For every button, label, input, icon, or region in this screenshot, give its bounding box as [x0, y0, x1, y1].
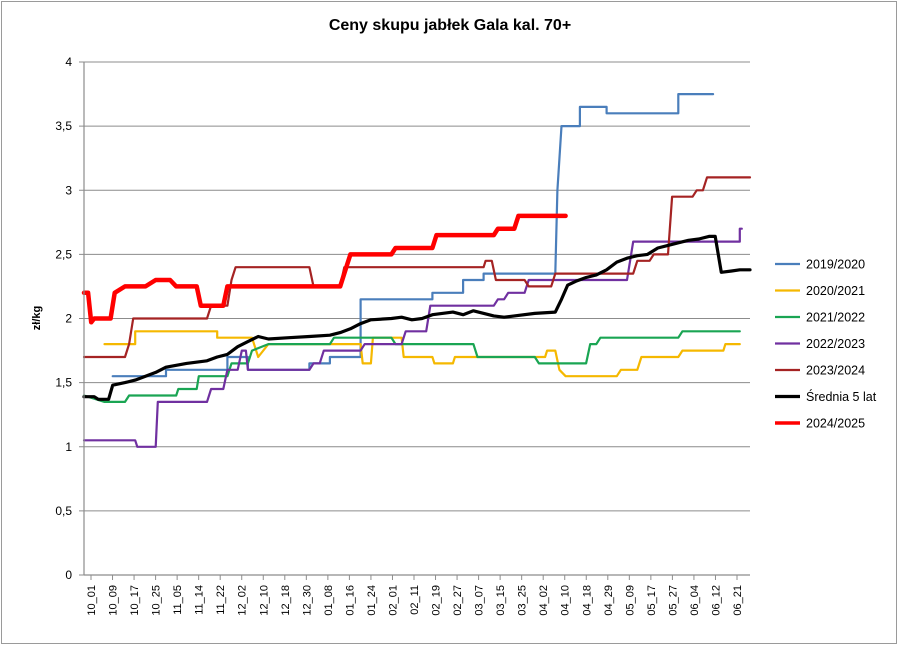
x-tick-label: 02_27 [452, 585, 464, 616]
y-tick-label: 3 [65, 183, 72, 197]
y-tick-label: 2,5 [55, 247, 72, 261]
chart-title: Ceny skupu jabłek Gala kal. 70+ [329, 17, 571, 34]
y-tick-label: 4 [65, 55, 72, 69]
x-tick-label: 06_04 [689, 585, 701, 616]
x-tick-label: 04_18 [581, 585, 593, 616]
x-tick-label: 04_29 [603, 585, 615, 616]
legend-label: 2023/2024 [806, 364, 865, 378]
series-line [82, 234, 752, 401]
series-line [81, 213, 568, 325]
x-tick-label: 06_12 [710, 585, 722, 616]
y-axis-label: zł/kg [31, 306, 43, 330]
y-tick-label: 3,5 [55, 119, 72, 133]
x-tick-label: 04_02 [538, 585, 550, 616]
x-tick-label: 12_10 [258, 585, 270, 616]
x-tick-labels: 10_01 10_09 10_17 10_25 11_05 11_14 11_22 12_02… [86, 575, 744, 616]
series-line [111, 93, 715, 378]
x-tick-label: 06_21 [732, 585, 744, 616]
legend-label: 2019/2020 [806, 258, 865, 272]
y-tick-labels: 0 0,5 1 1,5 2 2,5 3 3,5 4 [55, 55, 72, 582]
x-tick-label: 12_18 [280, 585, 292, 616]
series-line [82, 330, 741, 403]
x-tick-label: 03_15 [495, 585, 507, 616]
legend-label: 2021/2022 [806, 311, 865, 325]
gridlines [79, 61, 750, 576]
x-tick-label: 02_11 [409, 585, 421, 615]
x-tick-label: 10_17 [129, 585, 141, 616]
x-tick-label: 11_05 [172, 585, 184, 615]
x-tick-label: 12_02 [237, 585, 249, 616]
x-tick-label: 05_17 [646, 585, 658, 616]
x-tick-label: 11_14 [194, 585, 206, 615]
y-tick-label: 1,5 [55, 376, 72, 390]
x-tick-label: 05_09 [624, 585, 636, 616]
legend-label: 2020/2021 [806, 284, 865, 298]
x-tick-label: 01_16 [344, 585, 356, 616]
x-tick-label: 03_07 [474, 585, 486, 616]
x-tick-label: 05_27 [667, 585, 679, 616]
legend-label: Średnia 5 lat [806, 389, 877, 404]
x-tick-label: 10_25 [151, 585, 163, 616]
y-tick-label: 1 [65, 440, 72, 454]
axes [83, 62, 750, 576]
x-tick-label: 11_22 [215, 585, 227, 615]
x-tick-label: 02_19 [431, 585, 443, 616]
legend-label: 2022/2023 [806, 337, 865, 351]
series-line [82, 227, 743, 448]
legend-label: 2024/2025 [806, 417, 865, 431]
x-tick-label: 01_08 [323, 585, 335, 616]
series-lines [81, 93, 752, 448]
y-tick-label: 0 [65, 568, 72, 582]
y-tick-label: 0,5 [55, 504, 72, 518]
x-tick-label: 04_10 [560, 585, 572, 616]
x-tick-label: 12_30 [301, 585, 313, 616]
legend: 2019/2020 2020/2021 2021/2022 2022/2023 2023… [775, 258, 877, 431]
y-tick-label: 2 [65, 312, 72, 326]
series-line [82, 176, 752, 359]
series-line [103, 330, 741, 378]
x-tick-label: 03_25 [517, 585, 529, 616]
x-tick-label: 02_01 [387, 585, 399, 616]
x-tick-label: 10_01 [86, 585, 98, 616]
x-tick-label: 01_24 [366, 585, 378, 616]
x-tick-label: 10_09 [108, 585, 120, 616]
